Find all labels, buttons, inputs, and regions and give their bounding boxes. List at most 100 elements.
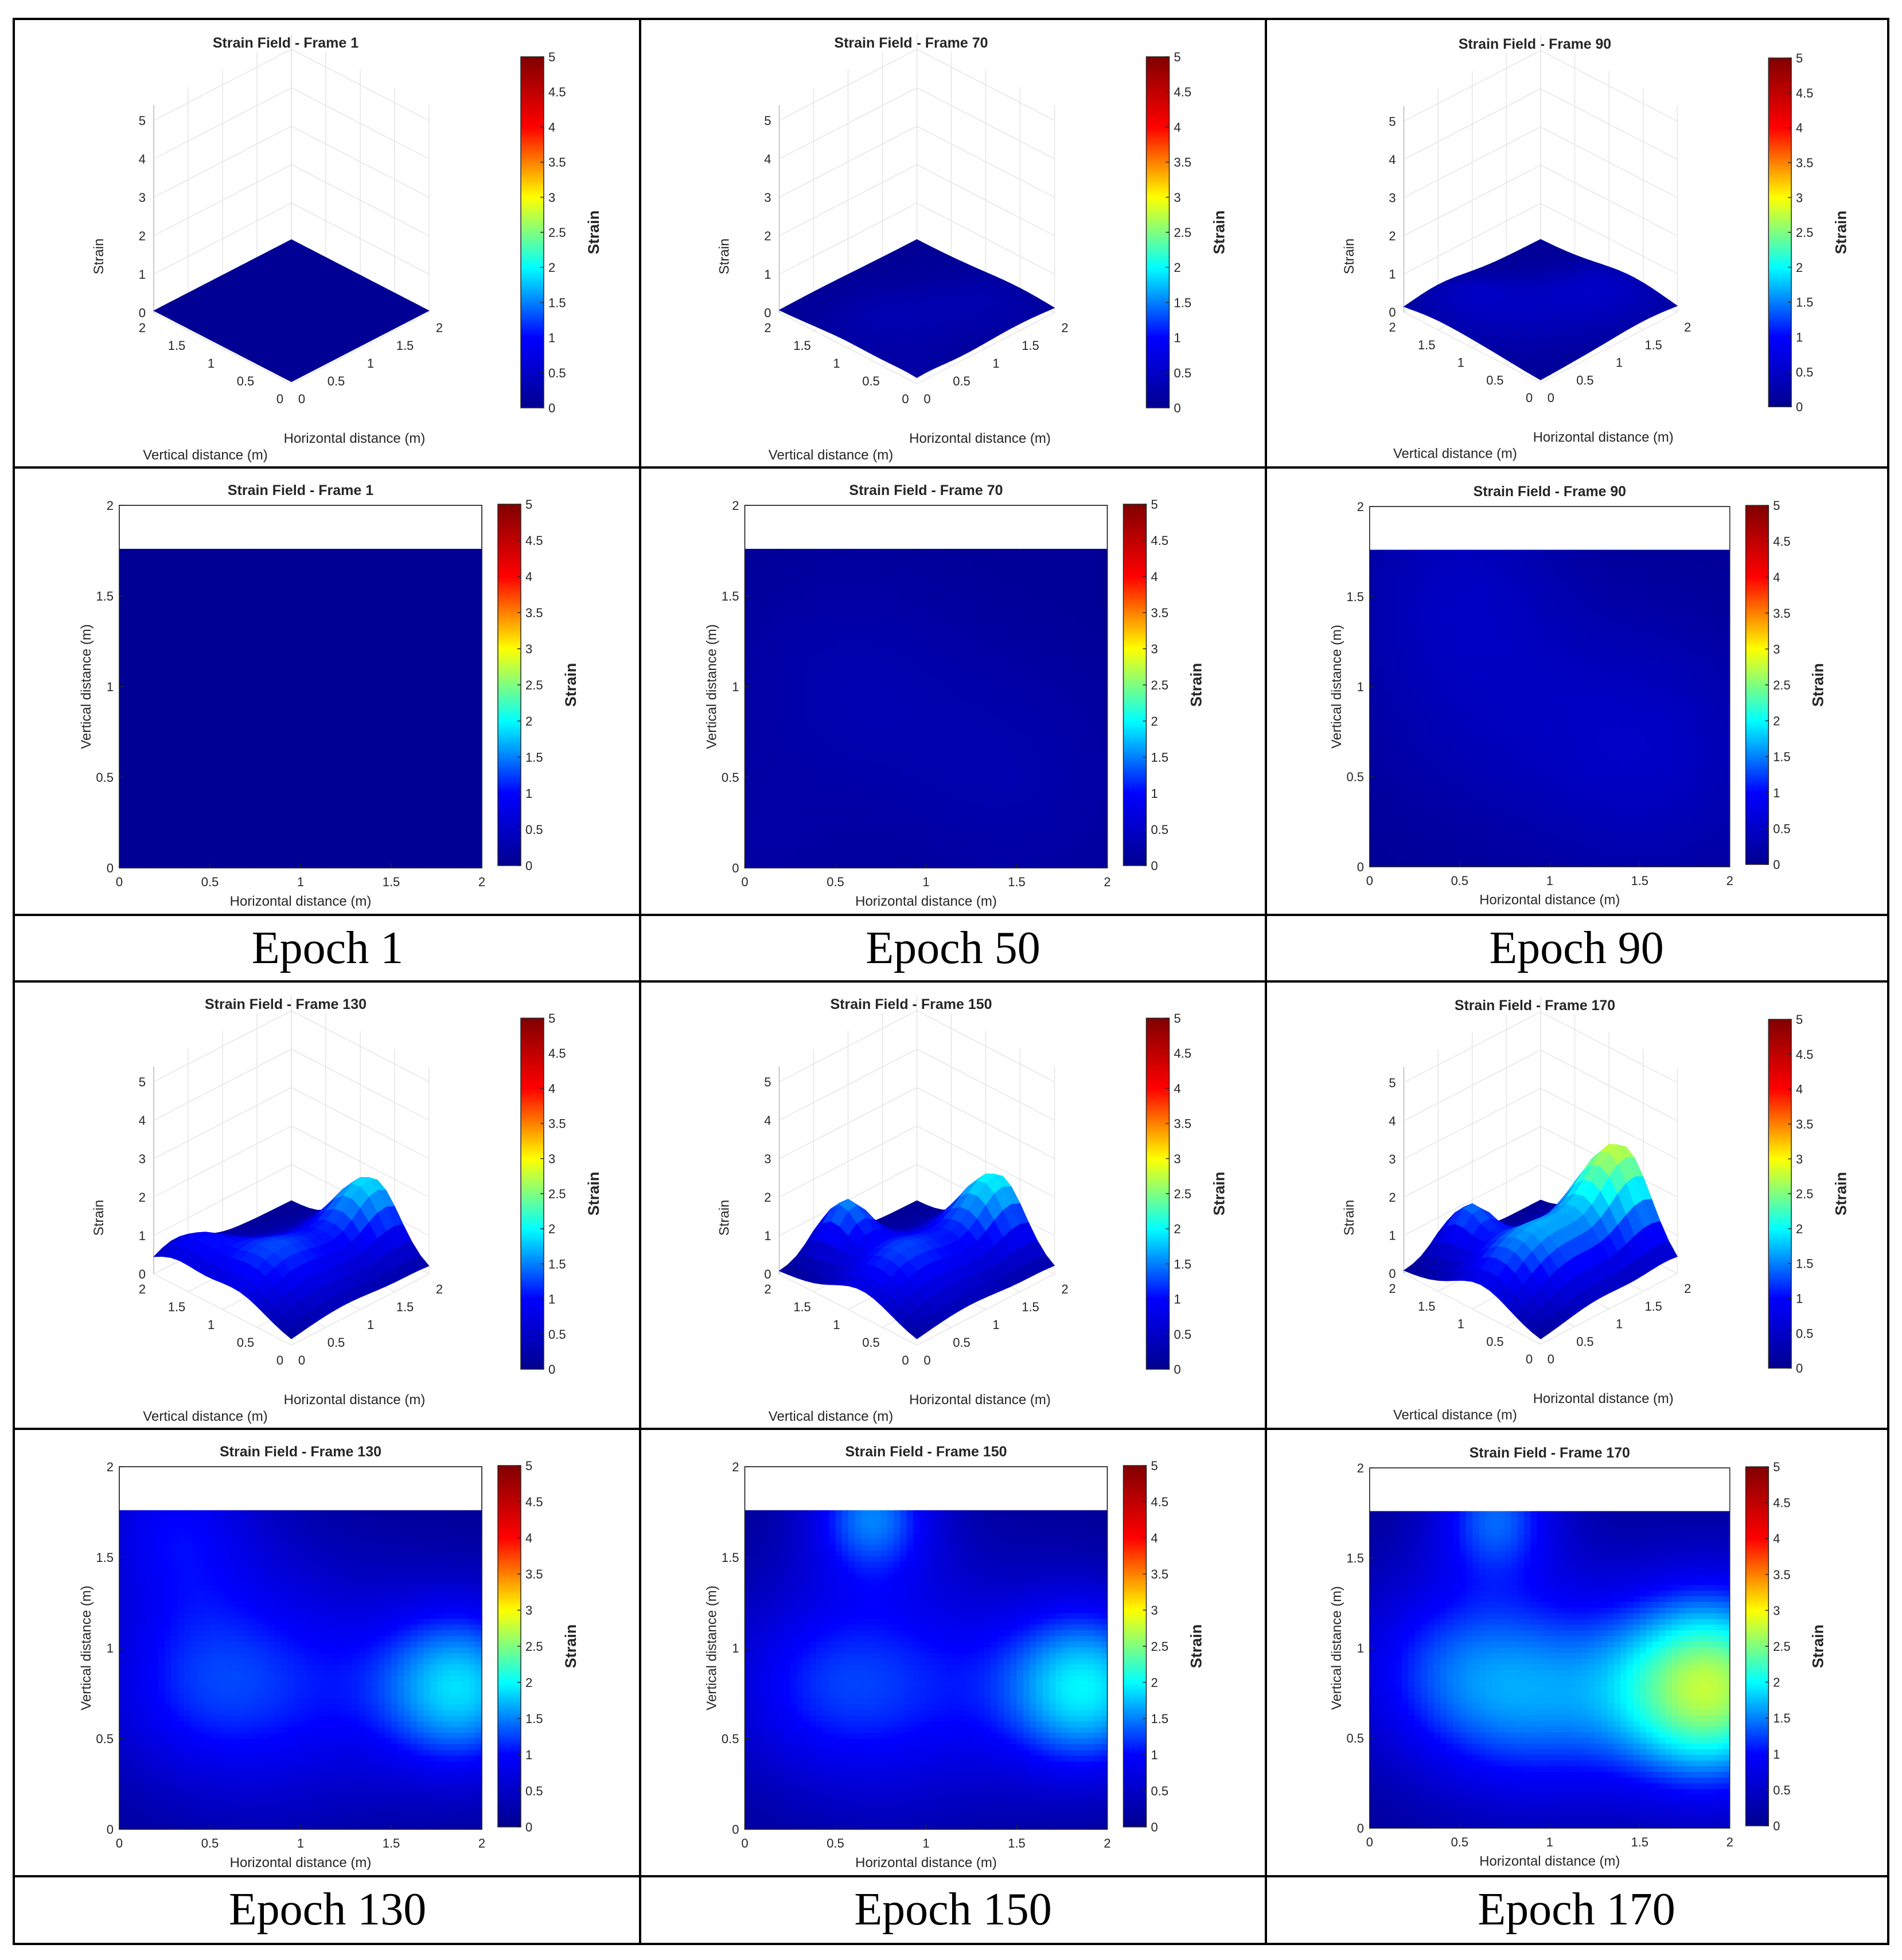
epoch-label: Epoch 150 xyxy=(641,1877,1265,1942)
y-tick-label: 0 xyxy=(107,1822,114,1837)
z-tick-label: 4 xyxy=(764,152,771,166)
strain-heatmap xyxy=(119,1510,482,1830)
colorbar-tick-label: 3 xyxy=(1151,1603,1158,1618)
y-axis-label: Vertical distance (m) xyxy=(769,1409,893,1424)
y-tick-label: 1 xyxy=(833,1318,840,1332)
heatmap-plot: Strain Field - Frame 130 0 0.5 1 1.5 2 0 0.5 1 1.… xyxy=(79,1444,579,1871)
x-tick-label: 1.5 xyxy=(1008,1836,1026,1850)
y-tick-label: 1 xyxy=(107,680,114,694)
colorbar-tick-label: 0 xyxy=(548,401,555,415)
colorbar-tick-label: 3 xyxy=(1151,642,1158,656)
plot-title: Strain Field - Frame 70 xyxy=(834,35,988,51)
z-tick-label: 3 xyxy=(139,1152,146,1166)
z-tick-label: 0 xyxy=(764,306,771,320)
y-tick-label: 0.5 xyxy=(862,374,880,388)
colorbar-tick-label: 2 xyxy=(1796,1222,1803,1236)
x-tick-label: 0.5 xyxy=(328,1335,345,1350)
y-tick-label: 1 xyxy=(1357,1641,1364,1655)
epoch-label: Epoch 1 xyxy=(16,916,639,980)
colorbar-tick-label: 4 xyxy=(1151,570,1158,584)
y-axis-label: Vertical distance (m) xyxy=(79,1585,94,1710)
colorbar-tick-label: 1 xyxy=(1174,331,1181,345)
x-tick-label: 0 xyxy=(741,1836,748,1850)
z-axis-label: Strain xyxy=(1342,1200,1357,1236)
colorbar-tick-label: 2.5 xyxy=(1773,1639,1790,1654)
z-tick-label: 1 xyxy=(1389,267,1396,282)
row-divider xyxy=(15,914,1887,916)
y-tick-label: 1.5 xyxy=(793,338,811,353)
colorbar-tick-label: 4 xyxy=(1174,1081,1181,1096)
surface-plot-panel: Strain Field - Frame 150 0 1 2 3 4 5 0 0.5 1 1.5 2 0… xyxy=(641,983,1265,1428)
x-axis-label: Horizontal distance (m) xyxy=(855,1855,997,1871)
y-tick-label: 0.5 xyxy=(1347,770,1364,784)
surface-plot-panel: Strain Field - Frame 70 0 1 2 3 4 5 0 0.5 1 1.5 2 0 0… xyxy=(641,21,1265,466)
heatmap-panel: Strain Field - Frame 90 0 0.5 1 1.5 2 0 0.5 1 1.5… xyxy=(1267,469,1886,914)
z-tick-label: 5 xyxy=(1389,1076,1396,1090)
y-tick-label: 2 xyxy=(107,1460,114,1474)
colorbar-tick-label: 3.5 xyxy=(1174,1117,1192,1131)
strain-heatmap xyxy=(1369,550,1730,867)
colorbar-tick-label: 0.5 xyxy=(1174,366,1192,380)
colorbar-tick-label: 5 xyxy=(1174,50,1181,64)
x-tick-label: 1.5 xyxy=(1644,338,1662,352)
y-tick-label: 1.5 xyxy=(168,338,186,353)
x-tick-label: 1.5 xyxy=(396,1300,414,1314)
colorbar-tick-label: 4.5 xyxy=(1773,1496,1790,1510)
colorbar-tick-label: 0 xyxy=(1796,1361,1803,1375)
z-tick-label: 1 xyxy=(764,267,771,282)
colorbar-tick-label: 0.5 xyxy=(1796,365,1813,379)
colorbar-tick-label: 5 xyxy=(548,1011,555,1026)
strain-surface xyxy=(1403,239,1678,380)
colorbar-tick-label: 1 xyxy=(548,331,555,345)
y-tick-label: 2 xyxy=(139,321,146,335)
colorbar-tick-label: 0 xyxy=(525,1820,532,1834)
x-axis-label: Horizontal distance (m) xyxy=(1479,1854,1620,1869)
plot-title: Strain Field - Frame 170 xyxy=(1470,1445,1630,1461)
colorbar-tick-label: 2.5 xyxy=(1796,1187,1813,1201)
colorbar-tick-label: 4.5 xyxy=(548,85,566,99)
colorbar-tick-label: 5 xyxy=(548,50,555,64)
plot-title: Strain Field - Frame 70 xyxy=(849,482,1003,498)
x-tick-label: 0 xyxy=(1548,1352,1554,1366)
colorbar-label: Strain xyxy=(1188,663,1205,707)
strain-heatmap xyxy=(1369,1511,1730,1829)
colorbar-tick-label: 4 xyxy=(548,1081,555,1096)
x-tick-label: 1.5 xyxy=(1644,1299,1662,1314)
x-tick-label: 2 xyxy=(478,875,485,889)
z-tick-label: 0 xyxy=(1389,1267,1396,1281)
colorbar-tick-label: 4.5 xyxy=(1151,533,1169,548)
y-tick-label: 1 xyxy=(833,356,840,371)
x-tick-label: 1 xyxy=(1546,874,1553,888)
colorbar-tick-label: 5 xyxy=(1773,1460,1780,1474)
x-tick-label: 1 xyxy=(367,356,374,371)
x-tick-label: 1 xyxy=(992,356,999,371)
colorbar-tick-label: 0.5 xyxy=(548,366,566,380)
colorbar-label: Strain xyxy=(1211,211,1228,255)
x-tick-label: 0.5 xyxy=(1451,874,1468,888)
x-tick-label: 0 xyxy=(116,875,123,889)
colorbar-tick-label: 1 xyxy=(1773,786,1780,800)
y-tick-label: 1 xyxy=(1457,356,1464,370)
x-axis-label: Horizontal distance (m) xyxy=(909,431,1051,446)
x-tick-label: 1.5 xyxy=(1631,874,1648,888)
y-tick-label: 2 xyxy=(1389,320,1396,334)
x-tick-label: 0.5 xyxy=(953,374,971,388)
colorbar-tick-label: 3 xyxy=(1796,190,1803,205)
y-tick-label: 0.5 xyxy=(1486,1334,1503,1349)
x-tick-label: 0 xyxy=(1366,1835,1373,1849)
colorbar xyxy=(1123,504,1147,866)
colorbar-tick-label: 0.5 xyxy=(1174,1327,1192,1342)
colorbar-label: Strain xyxy=(1810,1624,1827,1668)
colorbar-tick-label: 0.5 xyxy=(1773,821,1790,836)
strain-surface xyxy=(153,1177,430,1339)
z-axis-label: Strain xyxy=(717,1200,732,1236)
colorbar-tick-label: 1 xyxy=(1151,1748,1158,1762)
colorbar xyxy=(1145,1018,1170,1370)
colorbar xyxy=(1745,505,1770,865)
colorbar-tick-label: 1 xyxy=(525,786,532,801)
colorbar-tick-label: 3.5 xyxy=(548,155,566,170)
colorbar-tick-label: 3 xyxy=(548,190,555,205)
z-tick-label: 0 xyxy=(1389,305,1396,319)
y-tick-label: 0 xyxy=(732,1822,739,1837)
y-tick-label: 0.5 xyxy=(96,770,114,785)
